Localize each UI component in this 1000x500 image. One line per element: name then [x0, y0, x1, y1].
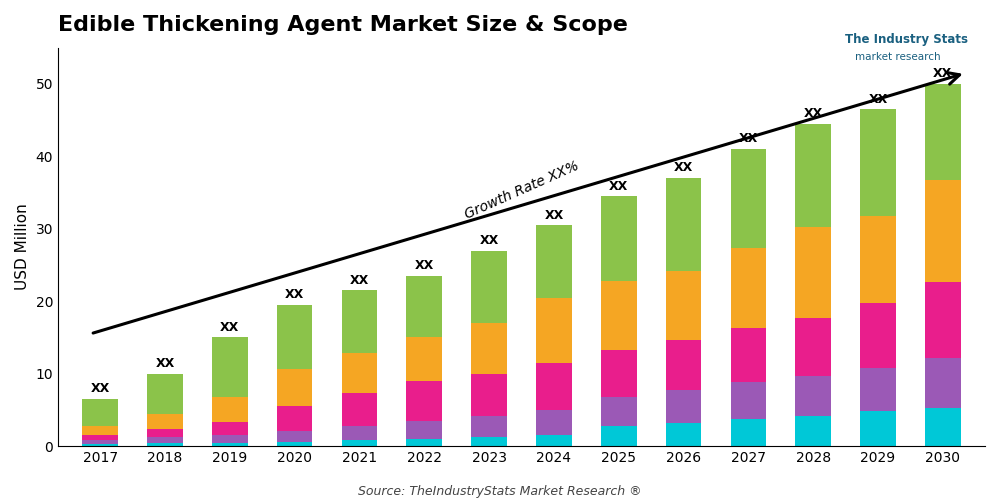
Bar: [471, 250, 507, 323]
Bar: [666, 423, 701, 446]
Text: XX: XX: [739, 132, 758, 145]
Bar: [601, 281, 637, 350]
Bar: [666, 390, 701, 423]
Bar: [601, 426, 637, 446]
Bar: [342, 354, 377, 394]
Bar: [342, 290, 377, 354]
Bar: [471, 323, 507, 374]
Bar: [342, 394, 377, 426]
Text: XX: XX: [350, 274, 369, 286]
Y-axis label: USD Million: USD Million: [15, 204, 30, 290]
Bar: [82, 426, 118, 434]
Bar: [471, 416, 507, 438]
Bar: [406, 421, 442, 439]
Bar: [731, 149, 766, 248]
Bar: [536, 410, 572, 436]
Bar: [471, 374, 507, 416]
Bar: [925, 358, 961, 408]
Bar: [666, 271, 701, 340]
Bar: [277, 431, 312, 442]
Bar: [925, 180, 961, 282]
Text: XX: XX: [804, 107, 823, 120]
Text: XX: XX: [155, 357, 175, 370]
Bar: [795, 318, 831, 376]
Bar: [82, 444, 118, 446]
Text: XX: XX: [933, 68, 952, 80]
Bar: [406, 439, 442, 446]
Bar: [212, 442, 248, 446]
Bar: [147, 438, 183, 443]
Bar: [406, 338, 442, 381]
Bar: [536, 225, 572, 298]
Bar: [601, 397, 637, 426]
Text: Edible Thickening Agent Market Size & Scope: Edible Thickening Agent Market Size & Sc…: [58, 15, 628, 35]
Bar: [212, 397, 248, 422]
Bar: [601, 196, 637, 281]
Bar: [860, 216, 896, 302]
Text: XX: XX: [91, 382, 110, 396]
Text: XX: XX: [415, 260, 434, 272]
Bar: [147, 443, 183, 446]
Bar: [925, 84, 961, 180]
Bar: [860, 412, 896, 446]
Text: The Industry Stats: The Industry Stats: [845, 32, 968, 46]
Text: XX: XX: [544, 208, 564, 222]
Bar: [536, 436, 572, 446]
Bar: [731, 248, 766, 328]
Text: Source: TheIndustryStats Market Research ®: Source: TheIndustryStats Market Research…: [358, 485, 642, 498]
Bar: [731, 418, 766, 446]
Bar: [277, 406, 312, 431]
Bar: [406, 276, 442, 338]
Bar: [471, 438, 507, 446]
Bar: [147, 414, 183, 429]
Text: XX: XX: [220, 321, 239, 334]
Text: XX: XX: [868, 92, 888, 106]
Bar: [82, 440, 118, 444]
Bar: [82, 399, 118, 426]
Text: Growth Rate XX%: Growth Rate XX%: [462, 158, 581, 222]
Bar: [731, 328, 766, 382]
Bar: [277, 442, 312, 446]
Bar: [147, 429, 183, 438]
Bar: [860, 368, 896, 412]
Bar: [212, 422, 248, 436]
Bar: [342, 426, 377, 440]
Bar: [277, 370, 312, 406]
Bar: [925, 282, 961, 358]
Text: XX: XX: [479, 234, 499, 247]
Bar: [536, 363, 572, 410]
Bar: [666, 178, 701, 271]
Bar: [147, 374, 183, 414]
Bar: [795, 376, 831, 416]
Bar: [860, 302, 896, 368]
Bar: [795, 124, 831, 228]
Text: market research: market research: [855, 52, 941, 62]
Bar: [925, 408, 961, 446]
Bar: [601, 350, 637, 397]
Bar: [406, 381, 442, 421]
Bar: [536, 298, 572, 363]
Bar: [212, 338, 248, 397]
Text: XX: XX: [674, 162, 693, 174]
Text: XX: XX: [609, 180, 628, 192]
Bar: [277, 305, 312, 370]
Bar: [795, 228, 831, 318]
Bar: [860, 109, 896, 216]
Bar: [666, 340, 701, 390]
Bar: [731, 382, 766, 418]
Bar: [342, 440, 377, 446]
Bar: [212, 436, 248, 442]
Bar: [795, 416, 831, 446]
Text: XX: XX: [285, 288, 304, 301]
Bar: [82, 434, 118, 440]
